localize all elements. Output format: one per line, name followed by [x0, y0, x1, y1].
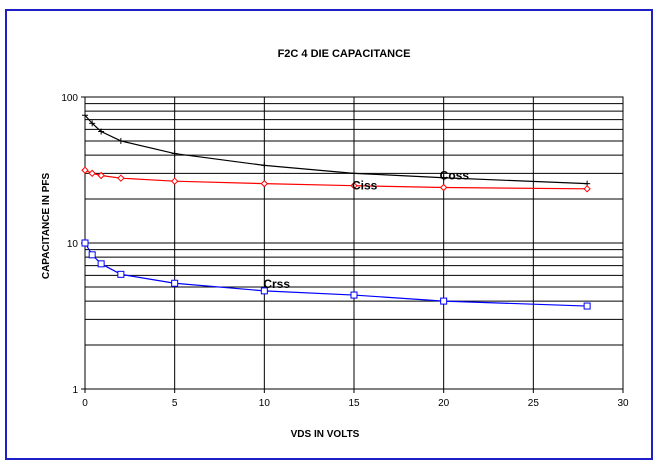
- axis-ticks: 0 5 10 15 20 25 30 1 10 100: [61, 93, 629, 409]
- ciss-point: [260, 179, 269, 188]
- x-tick-label: 25: [528, 398, 540, 409]
- ciss-label: Ciss: [352, 179, 378, 193]
- crss-label: Crss: [263, 277, 290, 291]
- coss-point: [82, 112, 88, 119]
- coss-point: [98, 128, 105, 135]
- chart-title: F2C 4 DIE CAPACITANCE: [278, 48, 411, 60]
- coss-point: [440, 174, 447, 181]
- crss-line: [84, 242, 588, 307]
- y-tick-label: 1: [72, 385, 78, 396]
- crss-point: [171, 279, 179, 287]
- crss-point: [88, 251, 96, 259]
- chart-frame: F2C 4 DIE CAPACITANCE 0 5 10 15 20 25 30 1 10 100…: [5, 9, 653, 460]
- ciss-point: [583, 185, 591, 193]
- x-axis-title: VDS IN VOLTS: [291, 429, 360, 440]
- coss-point: [261, 162, 268, 169]
- crss-point: [117, 270, 125, 278]
- x-tick-label: 10: [259, 398, 271, 409]
- x-tick-label: 5: [172, 398, 178, 409]
- crss-point: [97, 260, 105, 268]
- coss-point: [351, 170, 357, 177]
- x-tick-label: 0: [82, 398, 88, 409]
- capacitance-chart: F2C 4 DIE CAPACITANCE 0 5 10 15 20 25 30 1 10 100…: [41, 48, 629, 440]
- y-axis-title: CAPACITANCE IN PFS: [41, 173, 52, 280]
- coss-label: Coss: [440, 169, 470, 183]
- ciss-point: [117, 174, 125, 182]
- crss-point: [583, 302, 591, 310]
- x-tick-label: 20: [438, 398, 450, 409]
- crss-point: [81, 239, 89, 247]
- ciss-point: [88, 169, 96, 178]
- ciss-point: [350, 181, 358, 190]
- ciss-point: [170, 177, 179, 185]
- y-tick-label: 10: [67, 239, 79, 250]
- crss-point: [350, 291, 358, 299]
- coss-point: [171, 150, 178, 157]
- ciss-point: [81, 166, 89, 174]
- x-tick-label: 15: [348, 398, 360, 409]
- coss-point: [89, 120, 96, 127]
- ciss-point: [97, 171, 105, 180]
- crss-point: [440, 297, 448, 305]
- grid: [85, 97, 623, 389]
- data-series: Coss Ciss Crss: [81, 112, 591, 310]
- y-tick-label: 100: [61, 93, 78, 104]
- ciss-point: [439, 183, 448, 192]
- x-tick-label: 30: [617, 398, 629, 409]
- crss-point: [260, 287, 268, 295]
- coss-point: [117, 137, 124, 144]
